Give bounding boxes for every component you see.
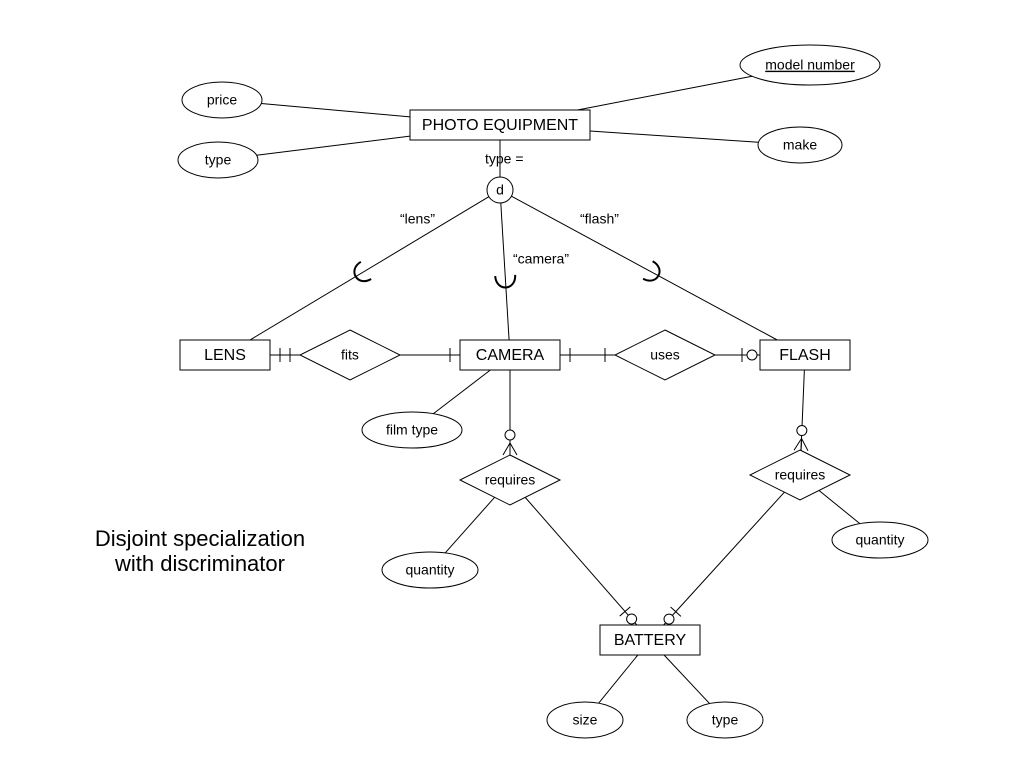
- attr-make-label: make: [783, 137, 817, 153]
- edge: [501, 203, 509, 340]
- cardinality-optional-one: [664, 607, 681, 624]
- edge: [599, 655, 638, 703]
- attr-type_bat-label: type: [712, 712, 739, 728]
- disc-label-flash: “flash”: [580, 211, 619, 227]
- rel-fits-label: fits: [341, 347, 359, 363]
- cardinality-crow-optional: [794, 426, 808, 451]
- edge: [511, 196, 777, 340]
- edge: [445, 497, 494, 553]
- rel-req_fl-label: requires: [775, 467, 826, 483]
- attr-price-label: price: [207, 92, 238, 108]
- attr-size-label: size: [573, 712, 598, 728]
- entity-camera-label: CAMERA: [476, 347, 545, 364]
- edge: [590, 131, 758, 142]
- edge: [664, 492, 785, 625]
- disjoint-label: d: [496, 182, 504, 198]
- attr-quantity_fl-label: quantity: [855, 532, 904, 548]
- edge: [261, 104, 410, 117]
- attr-type_pe-label: type: [205, 152, 232, 168]
- attr-film_type-label: film type: [386, 422, 438, 438]
- edge: [525, 497, 637, 625]
- caption-line1: Disjoint specialization: [95, 526, 305, 551]
- edge: [257, 136, 410, 155]
- rel-req_cam-label: requires: [485, 472, 536, 488]
- attr-quantity_cam-label: quantity: [405, 562, 454, 578]
- subset-icon: [643, 261, 659, 280]
- edge: [250, 197, 489, 340]
- subset-icon: [354, 262, 371, 281]
- edge: [433, 370, 490, 414]
- entity-photo_equipment-label: PHOTO EQUIPMENT: [422, 117, 578, 134]
- entity-lens-label: LENS: [204, 347, 246, 364]
- edge: [664, 655, 710, 704]
- disc-label-camera: “camera”: [513, 251, 569, 267]
- caption-line2: with discriminator: [114, 551, 285, 576]
- edge: [819, 490, 860, 523]
- entity-flash-label: FLASH: [779, 347, 831, 364]
- edge: [801, 370, 804, 451]
- cardinality-optional-one: [620, 607, 637, 624]
- edge: [578, 76, 753, 110]
- attr-model_number-label: model number: [765, 57, 855, 73]
- rel-uses-label: uses: [650, 347, 680, 363]
- disc-label-type_eq: type =: [485, 151, 524, 167]
- entity-battery-label: BATTERY: [614, 632, 687, 649]
- disc-label-lens: “lens”: [400, 211, 435, 227]
